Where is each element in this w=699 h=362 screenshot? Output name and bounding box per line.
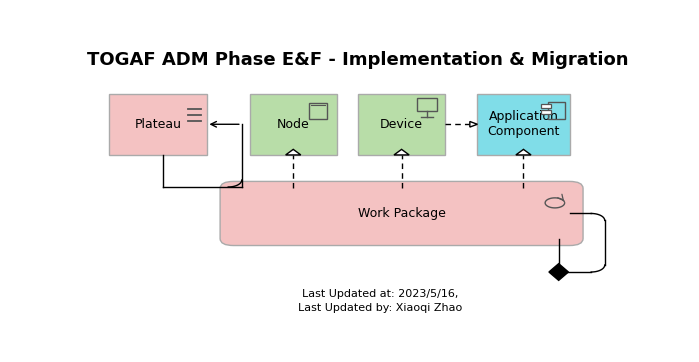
Text: Device: Device bbox=[380, 118, 423, 131]
Text: Last Updated by: Xiaoqi Zhao: Last Updated by: Xiaoqi Zhao bbox=[298, 303, 462, 313]
FancyBboxPatch shape bbox=[541, 104, 551, 108]
Text: Application
Component: Application Component bbox=[487, 110, 560, 138]
Polygon shape bbox=[394, 150, 409, 155]
FancyBboxPatch shape bbox=[541, 110, 551, 114]
FancyBboxPatch shape bbox=[109, 94, 207, 155]
Polygon shape bbox=[470, 122, 477, 127]
FancyBboxPatch shape bbox=[477, 94, 570, 155]
FancyBboxPatch shape bbox=[359, 94, 445, 155]
Text: Last Updated at: 2023/5/16,: Last Updated at: 2023/5/16, bbox=[302, 289, 458, 299]
Polygon shape bbox=[549, 264, 568, 280]
Text: Work Package: Work Package bbox=[358, 207, 445, 220]
Text: TOGAF ADM Phase E&F - Implementation & Migration: TOGAF ADM Phase E&F - Implementation & M… bbox=[87, 51, 629, 69]
Text: Node: Node bbox=[277, 118, 310, 131]
Polygon shape bbox=[516, 150, 531, 155]
FancyBboxPatch shape bbox=[220, 181, 583, 245]
Polygon shape bbox=[286, 150, 301, 155]
Text: Plateau: Plateau bbox=[134, 118, 181, 131]
FancyBboxPatch shape bbox=[250, 94, 337, 155]
